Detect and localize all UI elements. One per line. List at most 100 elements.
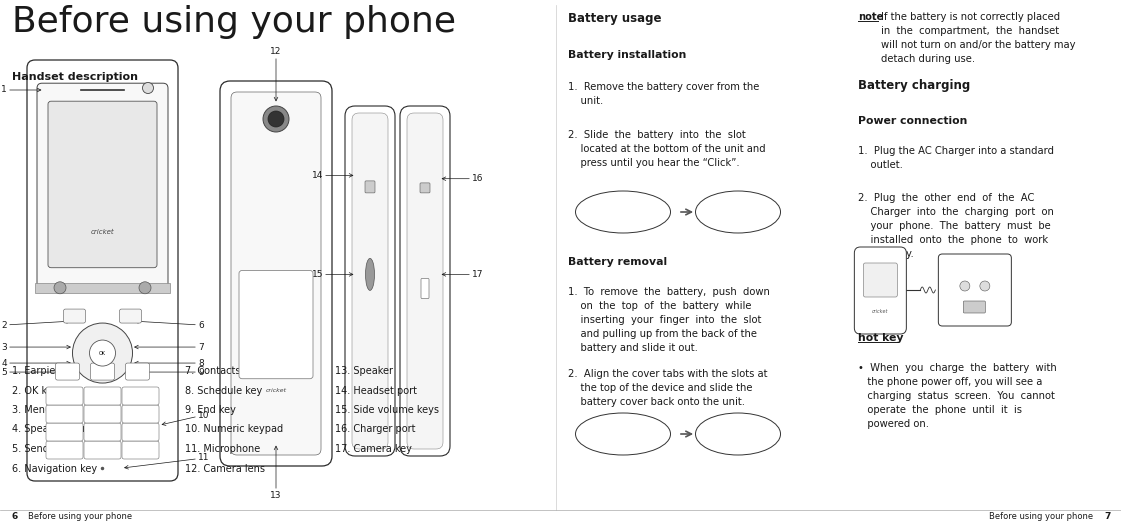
Text: note: note <box>859 12 883 22</box>
FancyBboxPatch shape <box>91 363 114 380</box>
FancyBboxPatch shape <box>863 263 897 297</box>
Text: 1.  Plug the AC Charger into a standard
    outlet.: 1. Plug the AC Charger into a standard o… <box>859 146 1055 170</box>
Text: 12: 12 <box>270 47 281 101</box>
Text: 10. Numeric keypad: 10. Numeric keypad <box>185 425 284 435</box>
Text: Battery usage: Battery usage <box>568 12 661 25</box>
FancyBboxPatch shape <box>126 363 149 380</box>
Text: 11. Microphone: 11. Microphone <box>185 444 260 454</box>
FancyBboxPatch shape <box>400 106 450 456</box>
FancyBboxPatch shape <box>239 270 313 379</box>
Text: 13: 13 <box>270 446 281 500</box>
Text: cricket: cricket <box>91 229 114 235</box>
Text: 4: 4 <box>1 359 71 367</box>
FancyBboxPatch shape <box>231 92 321 455</box>
FancyBboxPatch shape <box>120 309 141 323</box>
FancyBboxPatch shape <box>37 83 168 290</box>
FancyBboxPatch shape <box>407 113 443 449</box>
Circle shape <box>980 281 990 291</box>
FancyBboxPatch shape <box>963 301 985 313</box>
Text: 9. End key: 9. End key <box>185 405 235 415</box>
FancyBboxPatch shape <box>420 183 430 193</box>
FancyBboxPatch shape <box>27 60 178 481</box>
FancyBboxPatch shape <box>854 247 907 334</box>
FancyBboxPatch shape <box>84 387 121 405</box>
Text: cricket: cricket <box>266 388 287 393</box>
Text: 13. Speaker: 13. Speaker <box>335 366 393 376</box>
Text: 6: 6 <box>135 319 204 329</box>
FancyBboxPatch shape <box>46 441 83 459</box>
Text: hot key: hot key <box>859 333 904 343</box>
Text: cricket: cricket <box>872 309 889 315</box>
Circle shape <box>142 82 154 93</box>
FancyBboxPatch shape <box>938 254 1011 326</box>
Text: Handset description: Handset description <box>12 72 138 82</box>
Text: 16. Charger port: 16. Charger port <box>335 425 416 435</box>
Text: Before using your phone: Before using your phone <box>28 512 132 521</box>
Ellipse shape <box>365 258 374 290</box>
Circle shape <box>263 106 289 132</box>
FancyBboxPatch shape <box>122 423 159 441</box>
Text: 5. Send key: 5. Send key <box>12 444 70 454</box>
FancyBboxPatch shape <box>352 113 388 449</box>
Text: 1.  To  remove  the  battery,  push  down
    on  the  top  of  the  battery  wh: 1. To remove the battery, push down on t… <box>568 287 770 353</box>
FancyBboxPatch shape <box>46 423 83 441</box>
Text: 17. Camera key: 17. Camera key <box>335 444 411 454</box>
Ellipse shape <box>695 413 780 455</box>
FancyBboxPatch shape <box>220 81 332 466</box>
Text: Before using your phone: Before using your phone <box>989 512 1093 521</box>
Text: 2: 2 <box>1 319 71 329</box>
Text: 7. Contacts menu: 7. Contacts menu <box>185 366 271 376</box>
Text: 2.  Align the cover tabs with the slots at
    the top of the device and slide t: 2. Align the cover tabs with the slots a… <box>568 369 768 407</box>
Text: 15. Side volume keys: 15. Side volume keys <box>335 405 439 415</box>
Text: 14: 14 <box>312 171 353 180</box>
FancyBboxPatch shape <box>48 101 157 268</box>
FancyBboxPatch shape <box>64 309 85 323</box>
Text: 4. Speakerphone key: 4. Speakerphone key <box>12 425 114 435</box>
FancyBboxPatch shape <box>35 283 170 293</box>
Text: 3: 3 <box>1 343 71 352</box>
Text: 7: 7 <box>135 343 204 352</box>
Text: 10: 10 <box>163 410 210 426</box>
Text: If the battery is not correctly placed
in  the  compartment,  the  handset
will : If the battery is not correctly placed i… <box>881 12 1076 64</box>
Circle shape <box>268 111 284 127</box>
Text: 6: 6 <box>12 512 18 521</box>
Text: 15: 15 <box>312 270 353 279</box>
Text: 16: 16 <box>442 174 483 183</box>
Text: 7: 7 <box>1104 512 1111 521</box>
Circle shape <box>90 340 115 366</box>
FancyBboxPatch shape <box>345 106 395 456</box>
FancyBboxPatch shape <box>421 278 429 298</box>
Text: 2.  Slide  the  battery  into  the  slot
    located at the bottom of the unit a: 2. Slide the battery into the slot locat… <box>568 130 766 168</box>
Text: 9: 9 <box>135 367 204 376</box>
Text: 6. Navigation key: 6. Navigation key <box>12 464 98 474</box>
Text: Battery installation: Battery installation <box>568 50 686 60</box>
FancyBboxPatch shape <box>56 363 80 380</box>
Text: 3. Menu key: 3. Menu key <box>12 405 72 415</box>
FancyBboxPatch shape <box>122 387 159 405</box>
Circle shape <box>54 282 66 294</box>
Text: 8. Schedule key: 8. Schedule key <box>185 385 262 395</box>
Text: Before using your phone: Before using your phone <box>12 5 456 39</box>
FancyBboxPatch shape <box>84 405 121 423</box>
Text: 11: 11 <box>124 454 210 469</box>
Circle shape <box>73 323 132 383</box>
Ellipse shape <box>695 191 780 233</box>
FancyBboxPatch shape <box>46 387 83 405</box>
Circle shape <box>960 281 970 291</box>
FancyBboxPatch shape <box>84 423 121 441</box>
Text: 14. Headset port: 14. Headset port <box>335 385 417 395</box>
Text: Battery charging: Battery charging <box>859 79 971 92</box>
Text: 12. Camera lens: 12. Camera lens <box>185 464 265 474</box>
Text: Battery removal: Battery removal <box>568 257 667 267</box>
Circle shape <box>139 282 151 294</box>
Text: Power connection: Power connection <box>859 116 967 126</box>
Text: 5: 5 <box>1 367 71 376</box>
Text: 1. Earpiece: 1. Earpiece <box>12 366 67 376</box>
FancyBboxPatch shape <box>122 405 159 423</box>
FancyBboxPatch shape <box>46 405 83 423</box>
FancyBboxPatch shape <box>122 441 159 459</box>
FancyBboxPatch shape <box>365 181 376 193</box>
Text: OK: OK <box>99 351 106 355</box>
FancyBboxPatch shape <box>84 441 121 459</box>
Ellipse shape <box>575 413 670 455</box>
